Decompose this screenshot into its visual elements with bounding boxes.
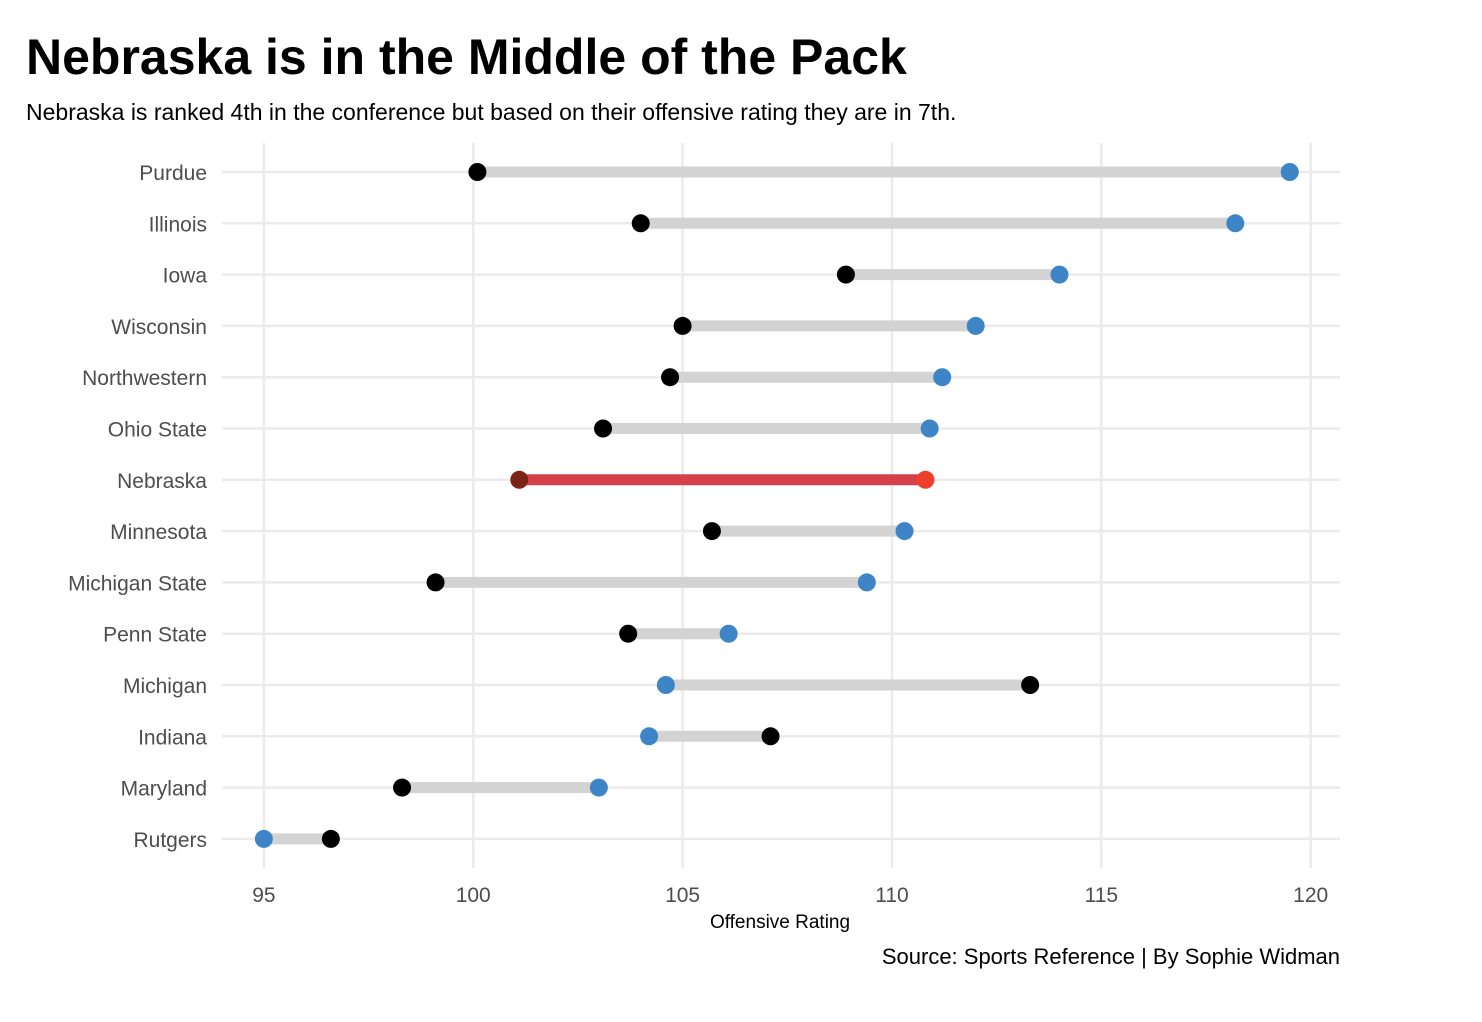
- x-tick-label: 100: [456, 884, 491, 907]
- chart-title: Nebraska is in the Middle of the Pack: [26, 29, 907, 85]
- team-label: Penn State: [103, 624, 207, 647]
- rating-point-blue: [640, 727, 659, 746]
- rating-point-blue: [1280, 163, 1299, 181]
- y-axis-team-labels: Purdue Illinois Iowa Wisconsin Northwestern O…: [68, 162, 207, 852]
- data-points: [254, 163, 1299, 848]
- team-label: Ohio State: [108, 419, 207, 442]
- range-segments: [263, 166, 1290, 845]
- rating-point-blue: [1050, 265, 1069, 284]
- rating-point-black: [393, 778, 412, 797]
- x-axis-tick-labels: 95 100 105 110 115 120: [252, 884, 1328, 907]
- team-label: Indiana: [138, 726, 207, 749]
- rating-point-black: [702, 522, 721, 541]
- rating-point-black: [619, 624, 638, 643]
- team-label: Michigan State: [68, 572, 207, 595]
- rating-point-blue: [916, 470, 935, 489]
- grid-lines: [222, 143, 1340, 868]
- rating-point-blue: [1226, 214, 1245, 233]
- rating-point-blue: [857, 573, 876, 592]
- team-label: Maryland: [121, 778, 207, 801]
- rating-point-black: [836, 265, 855, 284]
- team-label: Northwestern: [82, 367, 207, 390]
- rating-point-blue: [933, 368, 952, 387]
- x-axis-label: Offensive Rating: [710, 912, 850, 933]
- team-label: Illinois: [149, 213, 207, 236]
- rating-point-black: [321, 829, 340, 848]
- rating-point-blue: [589, 778, 608, 797]
- x-tick-label: 105: [665, 884, 700, 907]
- rating-point-blue: [920, 419, 939, 438]
- rating-point-blue: [966, 316, 985, 335]
- rating-point-black: [673, 316, 692, 335]
- rating-point-blue: [719, 624, 738, 643]
- chart-subtitle: Nebraska is ranked 4th in the conference…: [26, 99, 957, 125]
- team-label: Nebraska: [117, 470, 207, 493]
- team-label: Iowa: [163, 265, 208, 288]
- team-label: Rutgers: [133, 829, 207, 852]
- rating-point-blue: [656, 676, 675, 694]
- team-label: Minnesota: [110, 521, 207, 544]
- rating-point-black: [761, 727, 780, 746]
- team-label: Purdue: [139, 162, 207, 185]
- rating-point-black: [510, 470, 529, 489]
- rating-point-blue: [895, 522, 914, 541]
- team-label: Wisconsin: [111, 316, 207, 339]
- rating-point-black: [594, 419, 613, 438]
- chart-caption: Source: Sports Reference | By Sophie Wid…: [882, 944, 1340, 969]
- x-tick-label: 120: [1293, 884, 1328, 907]
- rating-point-black: [1021, 676, 1040, 694]
- x-tick-label: 115: [1085, 884, 1118, 907]
- x-tick-label: 95: [252, 884, 275, 907]
- rating-point-black: [631, 214, 650, 233]
- team-label: Michigan: [123, 675, 207, 698]
- rating-point-blue: [254, 829, 273, 848]
- rating-point-black: [468, 163, 487, 181]
- x-tick-label: 110: [875, 884, 908, 907]
- rating-point-black: [426, 573, 445, 592]
- rating-point-black: [661, 368, 680, 387]
